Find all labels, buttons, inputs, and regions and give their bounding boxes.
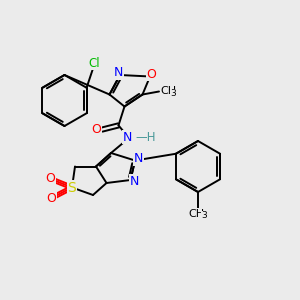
Text: CH: CH [188, 208, 205, 219]
Text: N: N [134, 152, 143, 165]
Text: —H: —H [136, 130, 156, 144]
Text: O: O [147, 68, 156, 81]
Text: N: N [114, 66, 123, 79]
Text: 3: 3 [201, 211, 207, 220]
Text: N: N [123, 130, 132, 144]
Text: S: S [68, 181, 76, 194]
Text: O: O [46, 172, 55, 185]
Text: CH: CH [160, 85, 177, 96]
Text: Cl: Cl [88, 57, 100, 70]
Text: N: N [129, 175, 139, 188]
Text: O: O [47, 191, 56, 205]
Text: 3: 3 [170, 89, 176, 98]
Text: O: O [91, 122, 101, 136]
